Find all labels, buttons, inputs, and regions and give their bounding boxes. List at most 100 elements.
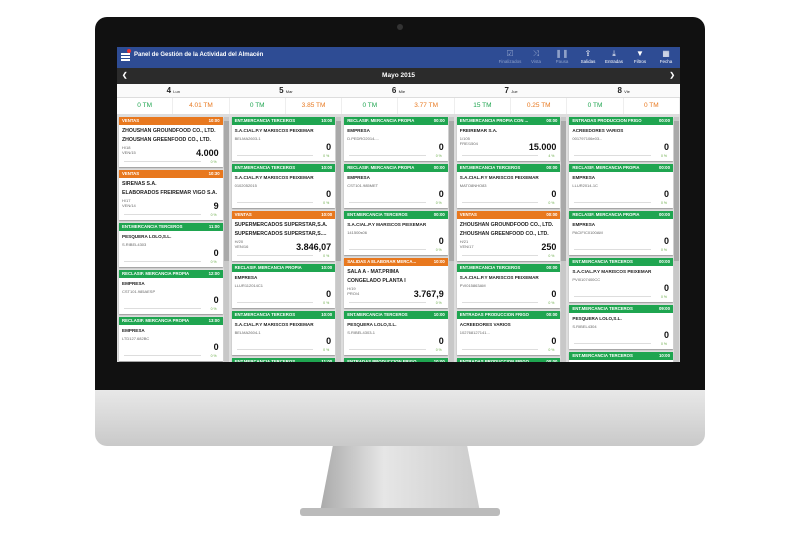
card-title: S.A.CIAL.P.Y MARISCOS PEIXEMAR bbox=[347, 222, 427, 227]
column-scrollbar[interactable] bbox=[673, 117, 679, 362]
task-card[interactable]: ENT.MERCANCIA TERCEROS 10:00 S.A.CIAL.P.Y … bbox=[231, 164, 336, 208]
task-card[interactable]: VENTAS 00:00 ZHOUSHAN GROUNDFOOD CO., LTD.… bbox=[456, 211, 561, 261]
scrollbar-thumb[interactable] bbox=[673, 121, 679, 261]
card-type: VENTAS bbox=[459, 212, 477, 217]
card-time: 00:00 bbox=[546, 118, 558, 123]
task-card[interactable]: RECLASIF. MERCANCIA PROPIA 00:00 EMPRESA PA… bbox=[569, 211, 673, 255]
progress-bar bbox=[236, 301, 314, 303]
task-card[interactable]: ENT.MERCANCIA PROPIA CON ... 00:00 FREIREM… bbox=[456, 117, 561, 161]
progress-percent: 0 % bbox=[323, 348, 330, 352]
toolbar-button-fecha[interactable]: ▦ Fecha bbox=[654, 48, 678, 64]
column-scrollbar[interactable] bbox=[561, 117, 567, 362]
progress-percent: 0 % bbox=[548, 348, 555, 352]
card-time: 10:00 bbox=[321, 265, 333, 270]
card-title: ZHOUSHAN GREENFOOD CO., LTD. bbox=[459, 231, 549, 237]
progress-percent: 0 % bbox=[323, 301, 330, 305]
card-value: 0 bbox=[438, 142, 444, 152]
task-card[interactable]: RECLASIF. MERCANCIA PROPIA 12:00 EMPRESA CS… bbox=[119, 270, 223, 314]
toolbar-button-entradas[interactable]: ⤓ Entradas bbox=[602, 48, 626, 64]
task-card[interactable]: RECLASIF. MERCANCIA PROPIA 00:00 EMPRESA LL… bbox=[569, 164, 673, 208]
task-card[interactable]: VENTAS 10:00 SUPERMERCADOS SUPERSTAR,S.A. S… bbox=[231, 211, 336, 261]
column-scrollbar[interactable] bbox=[448, 117, 454, 362]
card-header: RECLASIF. MERCANCIA PROPIA 00:00 bbox=[569, 211, 673, 219]
task-card[interactable]: ENTRADAS PRODUCCION FRIGO 10:00 bbox=[344, 358, 448, 362]
card-value: 3.767,9 bbox=[413, 289, 444, 299]
task-card[interactable]: ENT.MERCANCIA TERCEROS 00:00 S.A.CIAL.P.Y … bbox=[456, 264, 561, 308]
task-card[interactable]: RECLASIF. MERCANCIA PROPIA 13:00 EMPRESA LT… bbox=[119, 317, 223, 361]
task-card[interactable]: ENT.MERCANCIA TERCEROS 00:00 S.A.CIAL.P.Y … bbox=[456, 164, 561, 208]
card-value: 4.000 bbox=[196, 148, 219, 158]
card-header: ENT.MERCANCIA TERCEROS 00:00 bbox=[569, 258, 673, 266]
task-card[interactable]: ENT.MERCANCIA TERCEROS 00:00 S.A.CIAL.P.Y … bbox=[344, 211, 448, 255]
task-card[interactable]: ENT.MERCANCIA TERCEROS 11:00 PESQUERA LOLO… bbox=[119, 223, 223, 267]
card-time: 10:00 bbox=[433, 312, 445, 317]
toolbar-button-pausa[interactable]: ❚❚ Pausa bbox=[550, 48, 574, 64]
toolbar-label: Fecha bbox=[659, 59, 673, 64]
card-title: EMPRESA bbox=[572, 222, 596, 227]
card-codes: D.PEDRO2014-... bbox=[344, 134, 448, 141]
task-card[interactable]: ENT.MERCANCIA TERCEROS 10:00 PESQUERA LOLO… bbox=[344, 311, 448, 355]
progress-percent: 0 % bbox=[435, 348, 442, 352]
progress-percent: 0 % bbox=[323, 254, 330, 258]
card-code: CST101.985MET bbox=[347, 183, 379, 188]
card-header: ENT.MERCANCIA TERCEROS 10:00 bbox=[569, 352, 673, 360]
day-column: VENTAS 10:00 ZHOUSHAN GROUNDFOOD CO., LTD.… bbox=[117, 117, 230, 362]
card-header: ENTRADAS PRODUCCION FRIGO 10:00 bbox=[344, 358, 448, 362]
task-card[interactable]: ENT.MERCANCIA TERCEROS 10:00 TARAPESCA C.B… bbox=[569, 352, 673, 362]
card-code: LTD127.682BC bbox=[122, 336, 150, 341]
task-card[interactable]: ENT.MERCANCIA TERCEROS 11:00 bbox=[231, 358, 336, 362]
card-header: ENT.MERCANCIA TERCEROS 10:00 bbox=[231, 311, 336, 319]
toolbar-button-vista[interactable]: ⤨ Vista bbox=[524, 48, 548, 64]
progress-bar bbox=[461, 348, 539, 350]
toolbar-button-filtros[interactable]: ▼ Filtros bbox=[628, 48, 652, 64]
task-card[interactable]: ENTRADAS PRODUCCION FRIGO 00:00 ACREEDORES… bbox=[456, 311, 561, 355]
card-type: VENTAS bbox=[122, 118, 140, 123]
toolbar-button-finalizados[interactable]: ☑ Finalizados bbox=[498, 48, 522, 64]
card-codes: LLUR2014-1C bbox=[569, 181, 673, 188]
column-scrollbar[interactable] bbox=[223, 117, 229, 362]
scrollbar-thumb[interactable] bbox=[336, 121, 342, 261]
card-type: RECLASIF. MERCANCIA PROPIA bbox=[572, 212, 640, 217]
task-card[interactable]: ENT.MERCANCIA TERCEROS 10:00 S.A.CIAL.P.Y … bbox=[231, 311, 336, 355]
card-time: 10:00 bbox=[658, 353, 670, 358]
card-code: VEN/14 bbox=[122, 203, 136, 208]
task-card[interactable]: RECLASIF. MERCANCIA PROPIA 00:00 EMPRESA D.… bbox=[344, 117, 448, 161]
task-card[interactable]: RECLASIF. MERCANCIA PROPIA 10:00 EMPRESA LL… bbox=[231, 264, 336, 308]
progress-bar bbox=[461, 201, 539, 203]
card-header: ENTRADAS PRODUCCION FRIGO 00:00 bbox=[569, 117, 673, 125]
task-card[interactable]: RECLASIF. MERCANCIA PROPIA 00:00 EMPRESA CS… bbox=[344, 164, 448, 208]
task-card[interactable]: ENTRADAS PRODUCCION FRIGO 00:00 ACREEDORES… bbox=[569, 117, 673, 161]
card-title: ZHOUSHAN GROUNDFOOD CO., LTD. bbox=[459, 222, 554, 228]
card-codes: LTD127.682BC bbox=[119, 334, 223, 341]
card-value: 9 bbox=[213, 201, 219, 211]
task-card[interactable]: VENTAS 10:00 ZHOUSHAN GROUNDFOOD CO., LTD.… bbox=[119, 117, 223, 167]
task-card[interactable]: VENTAS 10:30 SIRENAS S.A. ELABORADOS FREIRE… bbox=[119, 170, 223, 220]
card-code: BELMA2603-1 bbox=[234, 136, 261, 141]
progress-bar bbox=[349, 154, 426, 156]
task-card[interactable]: ENTRADAS PRODUCCION FRIGO 00:00 bbox=[456, 358, 561, 362]
toolbar-button-salidas[interactable]: ⇪ Salidas bbox=[576, 48, 600, 64]
prev-month-button[interactable]: ❮ bbox=[122, 72, 128, 79]
task-card[interactable]: ENT.MERCANCIA TERCEROS 00:00 S.A.CIAL.P.Y … bbox=[569, 258, 673, 302]
task-card[interactable]: SALIDAS A ELABORAR MERCA... 10:00 SALA A -… bbox=[344, 258, 448, 308]
scrollbar-thumb[interactable] bbox=[448, 121, 454, 261]
scrollbar-thumb[interactable] bbox=[223, 121, 229, 261]
card-title: S.A.CIAL.P.Y MARISCOS PEIXEMAR bbox=[234, 322, 314, 327]
card-codes: MATO8NHO83 bbox=[457, 181, 561, 188]
card-title: EMPRESA bbox=[234, 275, 258, 280]
card-header: VENTAS 10:30 bbox=[119, 170, 223, 178]
card-value: 0 bbox=[663, 142, 669, 152]
column-scrollbar[interactable] bbox=[336, 117, 342, 362]
task-card[interactable]: ENT.MERCANCIA TERCEROS 10:00 S.A.CIAL.P.Y … bbox=[231, 117, 336, 161]
progress-bar bbox=[124, 160, 201, 162]
app-screen: Panel de Gestión de la Actividad del Alm… bbox=[117, 47, 680, 362]
task-card[interactable]: ENT.MERCANCIA TERCEROS 09:00 PESQUERA LOLO… bbox=[569, 305, 673, 349]
monitor-chin bbox=[95, 390, 705, 446]
card-type: ENT.MERCANCIA TERCEROS bbox=[572, 353, 633, 358]
card-value: 0 bbox=[551, 336, 557, 346]
progress-bar bbox=[461, 254, 539, 256]
hamburger-menu-icon[interactable] bbox=[121, 53, 130, 61]
next-month-button[interactable]: ❯ bbox=[669, 72, 675, 79]
card-time: 00:00 bbox=[546, 265, 558, 270]
scrollbar-thumb[interactable] bbox=[561, 121, 567, 261]
